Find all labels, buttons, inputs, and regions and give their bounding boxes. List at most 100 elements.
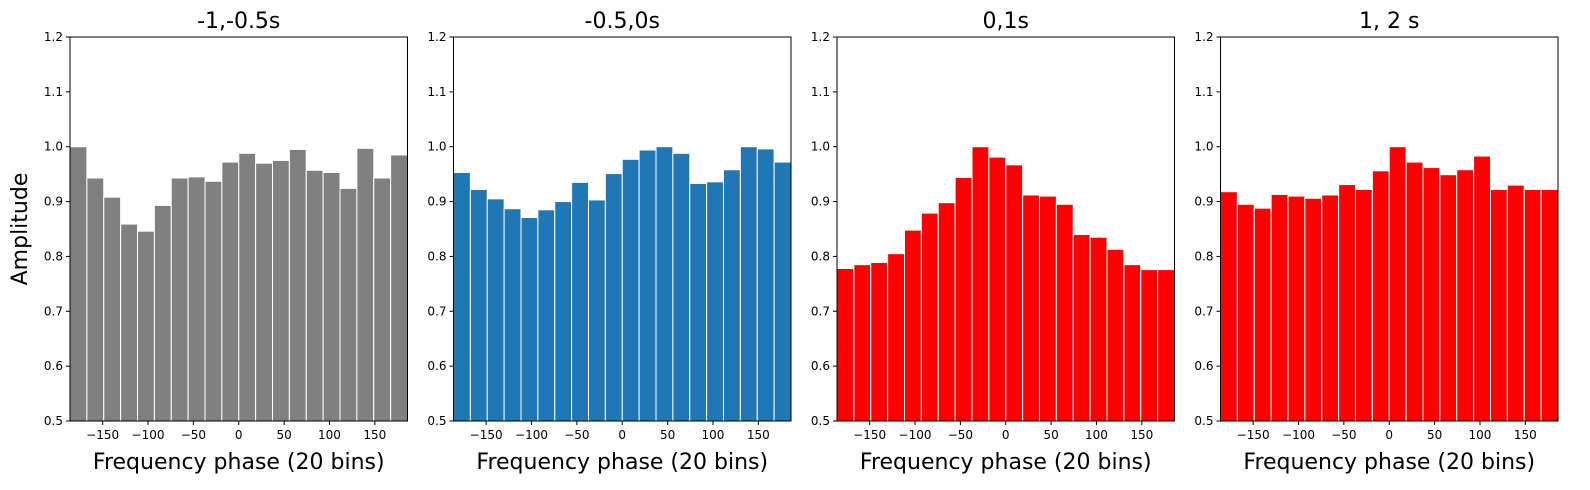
y-tick-label: 0.7 xyxy=(811,304,830,318)
bar xyxy=(86,177,105,422)
chart-title: 0,1s xyxy=(983,9,1029,34)
y-tick-label: 0.8 xyxy=(811,249,830,263)
bar xyxy=(322,171,341,422)
y-tick-label: 0.8 xyxy=(427,249,446,263)
bar xyxy=(1220,191,1238,422)
bar xyxy=(887,253,905,422)
bar xyxy=(655,146,674,422)
y-tick-label: 0.6 xyxy=(44,359,63,373)
x-tick-label: −50 xyxy=(948,428,973,442)
y-tick-label: 0.6 xyxy=(1194,359,1213,373)
x-tick-label: −100 xyxy=(132,428,165,442)
y-tick-label: 1.2 xyxy=(427,30,446,44)
bar xyxy=(137,230,155,422)
y-tick-label: 0.5 xyxy=(44,414,63,428)
bar xyxy=(1140,269,1159,422)
x-tick-label: 0 xyxy=(235,428,243,442)
bar xyxy=(554,201,573,422)
y-tick-label: 0.8 xyxy=(1194,249,1213,263)
x-tick-label: −50 xyxy=(181,428,206,442)
y-tick-label: 1.2 xyxy=(1194,30,1213,44)
y-tick-label: 1.2 xyxy=(811,30,830,44)
bar xyxy=(204,180,223,422)
bar xyxy=(1371,170,1390,422)
bar xyxy=(672,152,691,422)
y-tick-label: 0.7 xyxy=(1194,304,1213,318)
x-tick-label: −150 xyxy=(86,428,119,442)
bar xyxy=(971,146,990,422)
y-tick-label: 1.0 xyxy=(427,140,446,154)
x-tick-label: 100 xyxy=(1469,428,1492,442)
x-axis-label: Frequency phase (20 bins) xyxy=(476,450,768,475)
bar xyxy=(588,199,606,422)
bar xyxy=(170,177,189,422)
bar xyxy=(870,261,889,422)
bar xyxy=(238,152,257,422)
bar xyxy=(937,202,956,422)
x-tick-label: −100 xyxy=(1282,428,1315,442)
bar xyxy=(1304,197,1323,422)
bar xyxy=(520,216,539,422)
bar xyxy=(373,177,392,422)
bar xyxy=(221,161,240,422)
x-tick-label: −50 xyxy=(1331,428,1356,442)
bar xyxy=(954,176,973,422)
y-tick-label: 0.9 xyxy=(811,195,830,209)
chart-title: -0.5,0s xyxy=(585,9,660,34)
bar xyxy=(988,156,1007,422)
bar xyxy=(638,149,657,422)
x-tick-label: 100 xyxy=(1085,428,1108,442)
bar xyxy=(756,148,775,422)
bar xyxy=(739,146,758,422)
y-tick-label: 1.1 xyxy=(811,85,830,99)
bar xyxy=(1388,146,1407,422)
y-tick-label: 0.9 xyxy=(44,195,63,209)
x-tick-label: 150 xyxy=(1514,428,1537,442)
bar xyxy=(1022,194,1040,422)
x-tick-label: −50 xyxy=(564,428,589,442)
bar xyxy=(1253,207,1272,422)
bar xyxy=(1405,161,1424,422)
y-tick-label: 0.5 xyxy=(811,414,830,428)
x-tick-label: −100 xyxy=(899,428,932,442)
y-tick-label: 0.6 xyxy=(811,359,830,373)
bar xyxy=(920,212,939,422)
y-tick-label: 1.0 xyxy=(811,140,830,154)
bar xyxy=(1123,264,1142,422)
y-tick-label: 0.6 xyxy=(427,359,446,373)
x-tick-label: −100 xyxy=(515,428,548,442)
bar xyxy=(1355,189,1373,422)
bar xyxy=(1055,203,1074,422)
bar xyxy=(469,189,488,422)
y-tick-label: 0.9 xyxy=(427,195,446,209)
bar xyxy=(1523,189,1542,422)
x-tick-label: 50 xyxy=(1427,428,1442,442)
x-tick-label: 100 xyxy=(318,428,341,442)
bar xyxy=(390,154,408,422)
bar xyxy=(1089,236,1108,422)
bar xyxy=(571,181,589,422)
chart-title: 1, 2 s xyxy=(1359,9,1419,34)
y-tick-label: 0.8 xyxy=(44,249,63,263)
bar xyxy=(453,171,471,422)
y-tick-label: 0.7 xyxy=(427,304,446,318)
bar xyxy=(339,187,358,422)
x-axis-label: Frequency phase (20 bins) xyxy=(93,450,385,475)
bar xyxy=(1236,203,1255,422)
bar xyxy=(272,159,290,422)
x-tick-label: 50 xyxy=(660,428,675,442)
bar xyxy=(537,209,556,422)
x-tick-label: 0 xyxy=(618,428,626,442)
chart-title: -1,-0.5s xyxy=(197,9,280,34)
bar xyxy=(1439,174,1458,422)
y-tick-label: 0.9 xyxy=(1194,195,1213,209)
bar xyxy=(1039,195,1057,422)
bar xyxy=(503,208,522,422)
bar xyxy=(187,176,206,422)
bar xyxy=(120,223,138,422)
y-tick-label: 1.0 xyxy=(1194,140,1213,154)
bar xyxy=(1005,164,1024,422)
bar xyxy=(1422,167,1441,422)
bar xyxy=(1321,194,1340,422)
